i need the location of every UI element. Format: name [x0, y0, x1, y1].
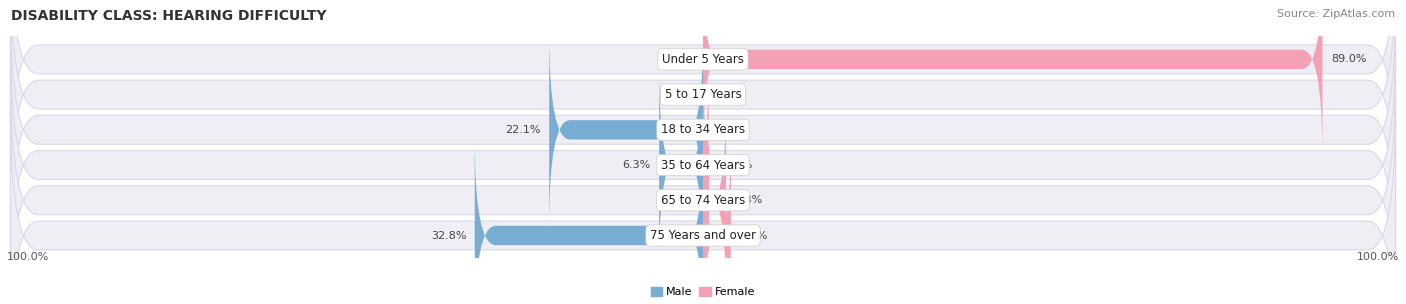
Text: 0.0%: 0.0%: [711, 90, 740, 100]
Legend: Male, Female: Male, Female: [647, 282, 759, 302]
Text: 22.1%: 22.1%: [505, 125, 541, 135]
Text: 0.0%: 0.0%: [666, 195, 695, 205]
Text: 35 to 64 Years: 35 to 64 Years: [661, 159, 745, 171]
Text: 4.0%: 4.0%: [740, 230, 768, 240]
FancyBboxPatch shape: [10, 3, 1396, 256]
FancyBboxPatch shape: [10, 74, 1396, 304]
FancyBboxPatch shape: [10, 39, 1396, 292]
Text: Source: ZipAtlas.com: Source: ZipAtlas.com: [1277, 9, 1395, 19]
FancyBboxPatch shape: [688, 69, 724, 261]
FancyBboxPatch shape: [550, 34, 703, 226]
FancyBboxPatch shape: [703, 104, 725, 296]
Text: 6.3%: 6.3%: [623, 160, 651, 170]
Text: 65 to 74 Years: 65 to 74 Years: [661, 194, 745, 207]
Text: 100.0%: 100.0%: [7, 252, 49, 262]
Text: 0.0%: 0.0%: [711, 125, 740, 135]
FancyBboxPatch shape: [659, 69, 703, 261]
Text: 5 to 17 Years: 5 to 17 Years: [665, 88, 741, 101]
Text: 32.8%: 32.8%: [430, 230, 467, 240]
FancyBboxPatch shape: [10, 0, 1396, 221]
Text: 89.0%: 89.0%: [1330, 54, 1367, 64]
Text: 100.0%: 100.0%: [1357, 252, 1399, 262]
Text: 75 Years and over: 75 Years and over: [650, 229, 756, 242]
Text: Under 5 Years: Under 5 Years: [662, 53, 744, 66]
Text: 0.0%: 0.0%: [666, 90, 695, 100]
Text: DISABILITY CLASS: HEARING DIFFICULTY: DISABILITY CLASS: HEARING DIFFICULTY: [11, 9, 326, 23]
Text: 0.0%: 0.0%: [666, 54, 695, 64]
FancyBboxPatch shape: [10, 109, 1396, 304]
FancyBboxPatch shape: [475, 140, 703, 304]
FancyBboxPatch shape: [703, 0, 1323, 155]
Text: 0.81%: 0.81%: [717, 160, 752, 170]
FancyBboxPatch shape: [703, 140, 731, 304]
FancyBboxPatch shape: [10, 0, 1396, 186]
Text: 3.3%: 3.3%: [734, 195, 762, 205]
Text: 18 to 34 Years: 18 to 34 Years: [661, 123, 745, 136]
